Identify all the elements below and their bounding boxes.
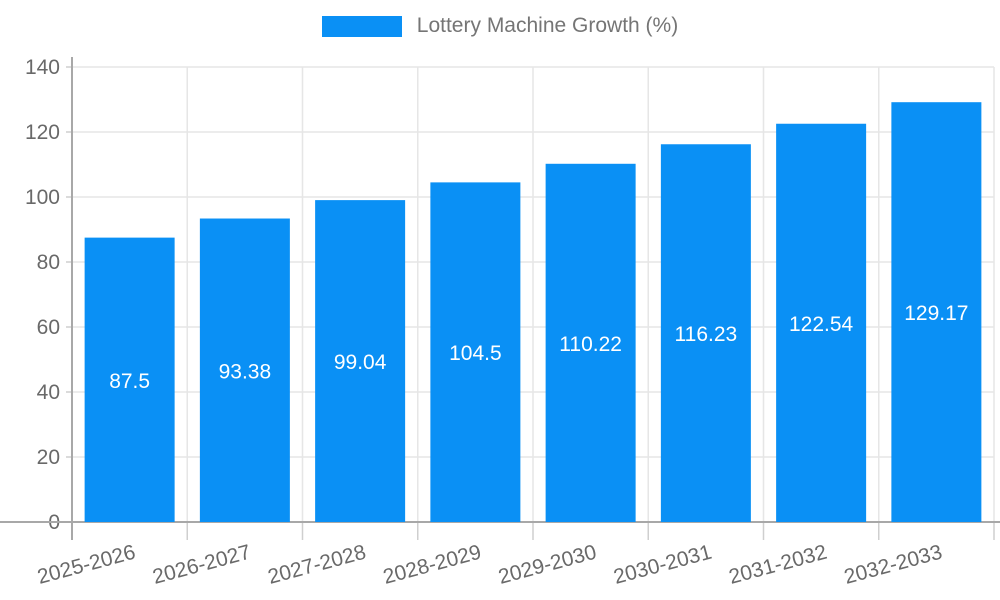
y-tick-label: 140 (25, 56, 60, 79)
bar[interactable] (891, 102, 982, 522)
bar[interactable] (430, 182, 521, 522)
x-tick-label: 2026-2027 (150, 541, 253, 589)
bar-value-label: 104.5 (449, 342, 502, 365)
x-tick-label: 2027-2028 (265, 541, 368, 589)
x-tick-label: 2029-2030 (496, 541, 599, 589)
bar-value-label: 99.04 (334, 351, 387, 374)
legend[interactable]: Lottery Machine Growth (%) (0, 14, 1000, 38)
x-tick-label: 2028-2029 (381, 541, 484, 589)
bar[interactable] (315, 200, 406, 522)
y-tick-label: 100 (25, 186, 60, 209)
bar-value-label: 93.38 (219, 360, 272, 383)
bar-value-label: 87.5 (109, 370, 150, 393)
bar-value-label: 122.54 (789, 313, 854, 336)
x-tick-label: 2031-2032 (726, 541, 829, 589)
x-tick-label: 2025-2026 (35, 541, 138, 589)
bar-value-label: 129.17 (904, 302, 968, 325)
y-tick-label: 120 (25, 121, 60, 144)
x-tick-label: 2032-2033 (842, 541, 945, 589)
y-tick-label: 80 (37, 251, 60, 274)
bar[interactable] (84, 237, 175, 522)
y-tick-label: 20 (37, 446, 60, 469)
y-tick-label: 40 (37, 381, 60, 404)
bar[interactable] (660, 144, 751, 522)
y-tick-label: 60 (37, 316, 60, 339)
legend-label: Lottery Machine Growth (%) (416, 14, 679, 37)
x-tick-label: 2030-2031 (611, 541, 714, 589)
bar-value-label: 116.23 (675, 323, 738, 346)
legend-swatch-icon (321, 15, 402, 37)
bar-value-label: 110.22 (559, 333, 622, 356)
bar[interactable] (199, 218, 290, 522)
bar[interactable] (776, 123, 867, 523)
bar[interactable] (545, 163, 636, 522)
